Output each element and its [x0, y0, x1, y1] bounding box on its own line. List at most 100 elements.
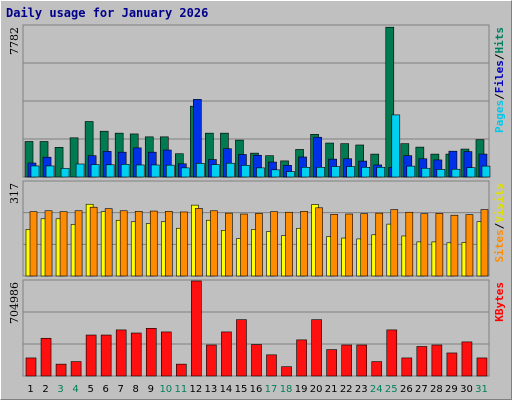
- sites-bar: [330, 214, 338, 277]
- pages-bar: [226, 162, 235, 178]
- x-tick-label: 10: [159, 384, 172, 395]
- sites-bar: [44, 210, 53, 277]
- hits-bar: [54, 147, 64, 178]
- pages-bar: [361, 166, 371, 178]
- x-tick-label: 29: [445, 384, 458, 395]
- x-tick-label: 21: [325, 384, 338, 395]
- legend-item-visits: Visits: [493, 183, 506, 223]
- kbytes-bar: [416, 346, 428, 377]
- panel-3-legend: KBytes: [493, 282, 506, 322]
- pages-bar: [211, 164, 220, 178]
- x-tick-label: 5: [87, 384, 93, 395]
- pages-bar: [45, 165, 55, 178]
- sites-bar: [89, 206, 98, 277]
- x-tick-label: 18: [280, 384, 293, 395]
- pages-bar: [150, 164, 160, 178]
- kbytes-bar: [386, 329, 398, 377]
- x-tick-label: 27: [415, 384, 428, 395]
- legend-item-hits: Hits: [493, 27, 506, 54]
- y-max-label: 7782: [8, 27, 21, 55]
- x-tick-label: 8: [133, 384, 139, 395]
- pages-bar: [301, 166, 310, 178]
- sites-bar: [180, 211, 188, 277]
- kbytes-bar: [25, 357, 37, 377]
- x-tick-label: 6: [102, 384, 108, 395]
- kbytes-bar: [281, 366, 292, 377]
- x-tick-label: 9: [148, 384, 154, 395]
- y-max-label: 704986: [8, 282, 21, 324]
- pages-bar: [376, 166, 386, 178]
- kbytes-bar: [221, 331, 232, 377]
- x-tick-label: 11: [174, 384, 187, 395]
- x-tick-label: 15: [235, 384, 248, 395]
- sites-bar: [210, 210, 218, 277]
- pages-bar: [346, 166, 355, 178]
- pages-bar: [90, 164, 100, 178]
- kbytes-bar: [266, 354, 277, 377]
- pages-bar: [196, 163, 205, 178]
- sites-bar: [450, 214, 459, 277]
- pages-bar: [286, 171, 295, 178]
- x-tick-label: 31: [475, 384, 488, 395]
- x-tick-label: 30: [460, 384, 473, 395]
- legend-item-sites: Sites: [493, 229, 506, 262]
- sites-bar: [465, 214, 474, 277]
- legend-item-kbytes: KBytes: [493, 282, 506, 322]
- x-tick-label: 20: [310, 384, 323, 395]
- pages-bar: [30, 165, 40, 178]
- sites-bar: [360, 213, 369, 277]
- sites-bar: [134, 211, 143, 277]
- kbytes-bar: [115, 329, 127, 377]
- kbytes-bar: [476, 357, 488, 377]
- hits-bar: [69, 137, 79, 178]
- sites-bar: [104, 208, 113, 277]
- pages-bar: [391, 114, 401, 178]
- sites-bar: [390, 209, 399, 277]
- pages-bar: [256, 167, 265, 178]
- pages-bar: [75, 163, 85, 178]
- kbytes-bar: [55, 363, 67, 377]
- x-tick-label: 19: [295, 384, 308, 395]
- kbytes-bar: [130, 332, 142, 377]
- panel-2-legend: Sites/Visits: [493, 183, 506, 263]
- sites-bar: [345, 213, 353, 277]
- sites-bar: [255, 213, 263, 277]
- kbytes-bar: [100, 334, 112, 377]
- pages-bar: [421, 167, 431, 178]
- kbytes-bar: [85, 334, 97, 377]
- sites-bar: [240, 213, 248, 277]
- kbytes-bar: [40, 337, 52, 377]
- x-tick-label: 4: [72, 384, 78, 395]
- x-tick-label: 23: [355, 384, 368, 395]
- pages-bar: [316, 166, 325, 178]
- x-tick-label: 24: [370, 384, 383, 395]
- legend-item-pages: Pages: [493, 100, 506, 133]
- sites-bar: [74, 210, 83, 277]
- kbytes-bar: [311, 319, 322, 377]
- kbytes-bar: [191, 280, 202, 377]
- x-tick-label: 26: [400, 384, 413, 395]
- sites-bar: [59, 211, 68, 277]
- x-tick-label: 28: [430, 384, 443, 395]
- sites-bar: [480, 209, 489, 277]
- kbytes-bar: [371, 361, 383, 377]
- kbytes-bar: [70, 361, 82, 377]
- x-tick-label: 22: [340, 384, 353, 395]
- sites-bar: [315, 207, 323, 277]
- kbytes-bar: [296, 339, 307, 377]
- legend-separator: /: [493, 93, 506, 100]
- sites-bar: [119, 210, 128, 277]
- x-tick-label: 13: [205, 384, 218, 395]
- sites-bar: [225, 212, 233, 277]
- kbytes-bar: [431, 344, 443, 377]
- pages-bar: [120, 164, 130, 178]
- kbytes-bar: [206, 344, 217, 377]
- sites-bar: [435, 213, 444, 277]
- sites-bar: [270, 211, 278, 277]
- sites-bar: [375, 212, 384, 277]
- pages-bar: [135, 164, 145, 178]
- legend-separator: /: [493, 53, 506, 60]
- legend-item-files: Files: [493, 60, 506, 93]
- pages-bar: [406, 165, 416, 178]
